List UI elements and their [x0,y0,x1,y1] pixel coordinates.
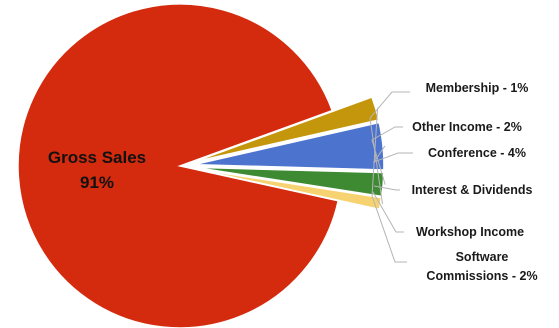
slice-percent-gross-sales: 91% [80,173,114,192]
pie-slice-gross-sales [17,3,340,328]
pie-slice-conference [193,121,385,171]
slice-label-membership: Membership - 1% [426,81,529,95]
slice-label-software-line2: Commissions - 2% [426,269,537,283]
slice-label-conference: Conference - 4% [428,146,526,160]
slice-label-interest-dividends: Interest & Dividends [412,183,533,197]
slice-label-gross-sales: Gross Sales [48,148,146,167]
slice-label-other-income: Other Income - 2% [412,120,522,134]
pie-slices [17,3,385,328]
slice-label-software-line1: Software [456,250,509,264]
slice-label-workshop-income: Workshop Income [416,225,524,239]
leader-line-conference [372,145,413,164]
leader-line-software-commissions [371,107,407,263]
leader-line-other-income [371,126,403,185]
leader-lines [369,91,413,263]
pie-slice-software-commissions [193,96,380,163]
leader-line-workshop-income [372,191,404,233]
leader-line-interest-and-dividends [373,185,400,191]
